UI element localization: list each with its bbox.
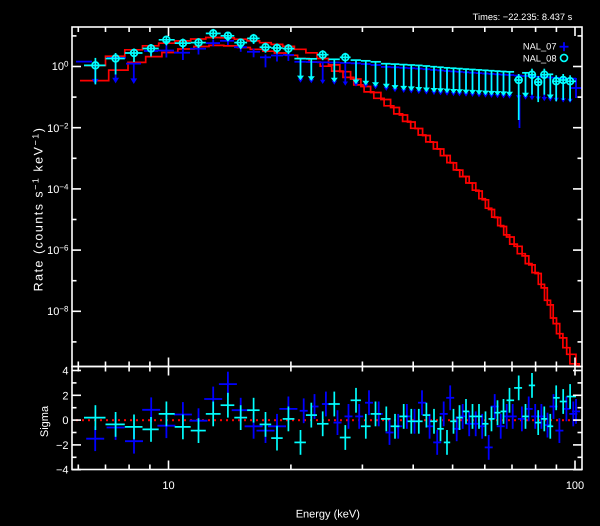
svg-text:Sigma: Sigma <box>39 405 51 437</box>
svg-text:−2: −2 <box>56 440 69 452</box>
svg-text:2: 2 <box>62 390 68 402</box>
svg-text:NAL_08: NAL_08 <box>523 53 557 63</box>
svg-text:Energy (keV): Energy (keV) <box>296 509 360 521</box>
svg-text:0: 0 <box>62 415 68 427</box>
svg-text:Times: −22.235: 8.437 s: Times: −22.235: 8.437 s <box>473 12 573 22</box>
svg-text:−4: −4 <box>56 465 69 477</box>
svg-text:10: 10 <box>162 480 174 492</box>
svg-text:4: 4 <box>62 366 68 378</box>
svg-text:100: 100 <box>566 480 584 492</box>
svg-text:NAL_07: NAL_07 <box>523 41 557 51</box>
svg-text:Rate (counts s−1 keV−1): Rate (counts s−1 keV−1) <box>31 127 46 292</box>
